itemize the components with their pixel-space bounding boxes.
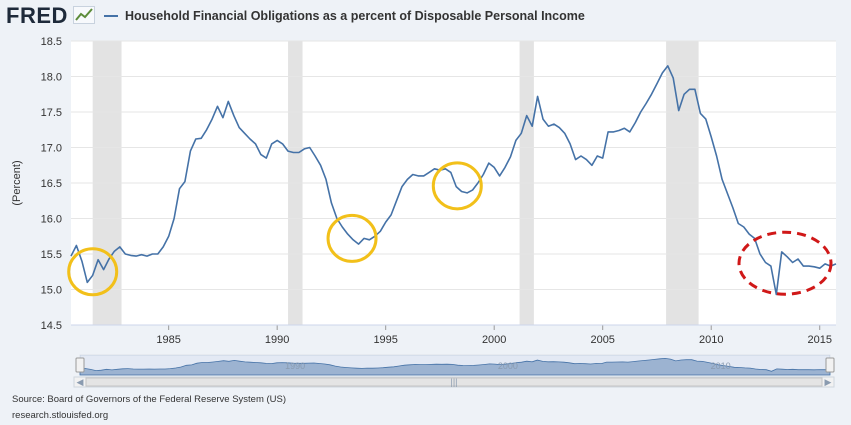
navigator-series (79, 357, 831, 376)
source-text: Source: Board of Governors of the Federa… (12, 394, 287, 405)
scroll-right-arrow-icon[interactable]: ▶ (825, 377, 832, 387)
x-tick-label: 2015 (807, 334, 831, 346)
x-tick-label: 1990 (265, 334, 289, 346)
navigator-year-label: 2010 (711, 361, 731, 371)
source-url[interactable]: research.stlouisfed.org (12, 410, 109, 421)
navigator-year-label: 1990 (285, 361, 305, 371)
y-tick-label: 17.5 (41, 107, 62, 119)
scroll-left-arrow-icon[interactable]: ◀ (77, 377, 84, 387)
x-tick-label: 2000 (482, 334, 506, 346)
series-line (70, 65, 837, 296)
y-tick-label: 17.0 (41, 143, 62, 155)
y-tick-label: 15.5 (41, 249, 62, 261)
navigator-left-handle[interactable] (75, 357, 85, 373)
highlight-circle-yellow (326, 213, 378, 263)
chart: 14.5 15.0 15.5 16.0 16.5 17.0 17.5 18.0 18.5 1985… (11, 36, 837, 388)
chart-legend: Household Financial Obligations as a per… (104, 9, 585, 23)
y-tick-label: 15.0 (41, 285, 62, 297)
navigator-year-label: 2000 (498, 361, 518, 371)
legend-swatch (104, 15, 118, 17)
x-tick-label: 2005 (590, 334, 614, 346)
x-tick-label: 1995 (373, 334, 397, 346)
x-tick-label: 2010 (699, 334, 723, 346)
y-tick-label: 18.5 (41, 36, 62, 48)
highlight-circle-yellow (431, 161, 483, 211)
header: FRED Household Financial Obligations as … (0, 0, 851, 34)
y-tick-label: 16.0 (41, 214, 62, 226)
y-axis-title: (Percent) (11, 160, 23, 205)
fred-logo[interactable]: FRED (6, 3, 68, 28)
legend-label: Household Financial Obligations as a per… (125, 9, 585, 23)
y-tick-label: 14.5 (41, 320, 62, 332)
scrollbar-thumb[interactable] (85, 377, 823, 387)
x-tick-label: 1985 (156, 334, 180, 346)
y-tick-label: 16.5 (41, 178, 62, 190)
y-tick-label: 18.0 (41, 72, 62, 84)
navigator-right-handle[interactable] (825, 357, 835, 373)
scrollbar-grip: ||| (450, 377, 457, 387)
highlight-circle-yellow (67, 247, 119, 297)
highlight-circle-red (737, 230, 833, 296)
fred-logo-graph-icon (73, 6, 95, 24)
